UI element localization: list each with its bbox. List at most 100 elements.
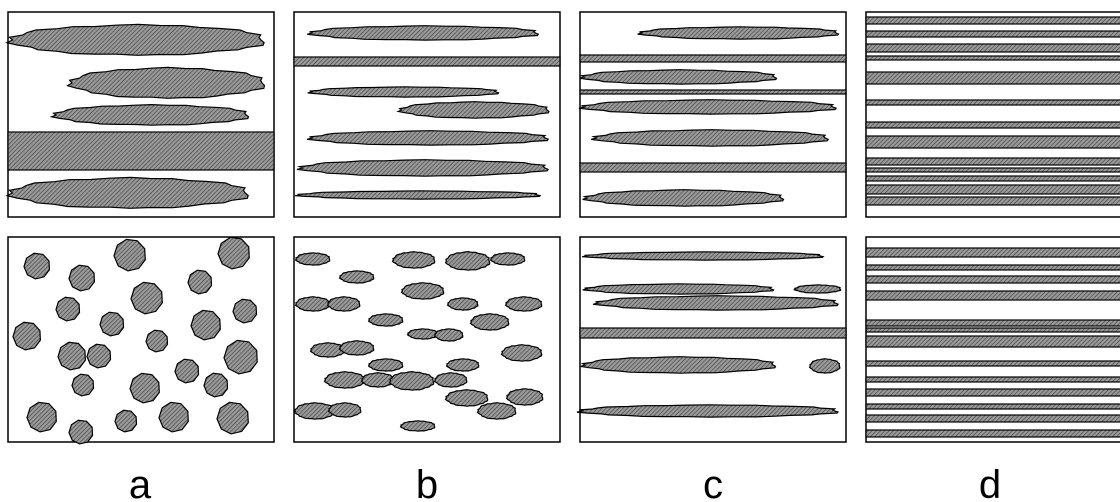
layer <box>580 90 846 94</box>
layer <box>866 17 1120 24</box>
grain <box>146 330 168 352</box>
grain <box>24 253 49 279</box>
layer <box>866 100 1120 105</box>
panel-label: b <box>416 463 438 502</box>
grain <box>446 252 490 271</box>
grain <box>114 239 145 271</box>
grain <box>582 252 823 260</box>
grain <box>579 100 836 114</box>
layer <box>866 430 1120 437</box>
layer <box>866 158 1120 165</box>
grain <box>340 271 374 283</box>
grain <box>7 177 248 208</box>
grain <box>435 373 467 387</box>
grain <box>69 265 94 291</box>
grain <box>308 87 499 97</box>
layer <box>866 176 1120 181</box>
grain <box>506 297 542 311</box>
layer <box>866 320 1120 326</box>
grain <box>402 283 444 300</box>
layer <box>866 276 1120 283</box>
grain <box>591 130 828 147</box>
layer <box>866 377 1120 382</box>
grain <box>307 26 538 40</box>
grain <box>446 390 488 407</box>
grain <box>593 296 838 310</box>
layer <box>866 122 1120 128</box>
layer <box>866 168 1120 172</box>
grain <box>325 372 365 389</box>
grain <box>447 359 479 371</box>
grain <box>471 314 509 331</box>
grain <box>393 252 435 269</box>
layer <box>866 415 1120 422</box>
grain <box>56 297 80 321</box>
grain <box>369 314 403 326</box>
grain <box>296 297 330 311</box>
figure: a b c d <box>0 0 1120 502</box>
layer <box>866 389 1120 396</box>
grain <box>583 190 784 207</box>
grain <box>295 191 540 199</box>
layer <box>866 185 1120 194</box>
grain <box>401 421 435 431</box>
grain <box>130 373 159 403</box>
grain <box>794 285 840 293</box>
grain <box>328 297 360 311</box>
grain <box>340 341 374 355</box>
grain <box>188 270 212 294</box>
layer <box>866 291 1120 300</box>
grain <box>7 24 264 55</box>
grain <box>13 322 40 350</box>
grain <box>810 359 840 373</box>
grain <box>408 329 438 339</box>
layer <box>866 31 1120 37</box>
layer <box>580 163 846 172</box>
grain <box>580 70 777 84</box>
panel-label: d <box>979 463 1001 502</box>
grain <box>507 389 543 406</box>
layer <box>866 197 1120 205</box>
grain <box>581 357 776 374</box>
grain <box>448 298 478 310</box>
grain <box>307 131 548 145</box>
grain <box>398 102 549 119</box>
grain <box>69 420 93 444</box>
layer <box>866 328 1120 332</box>
grain <box>218 237 249 269</box>
grain <box>72 374 94 396</box>
grain <box>159 402 188 432</box>
layer <box>580 328 846 338</box>
grain <box>87 344 111 368</box>
grain <box>27 402 56 432</box>
grain <box>115 410 137 432</box>
panel-label: a <box>129 463 152 502</box>
grain <box>297 160 548 177</box>
grain <box>296 253 330 265</box>
layer <box>866 265 1120 270</box>
layer <box>866 72 1120 84</box>
grain <box>362 373 394 387</box>
layer <box>866 336 1120 347</box>
panel-label: c <box>703 463 723 502</box>
grain <box>583 284 774 294</box>
grain <box>638 27 839 39</box>
layer <box>866 404 1120 409</box>
layer <box>866 248 1120 257</box>
grain <box>100 312 124 336</box>
grain <box>224 340 257 374</box>
grain <box>369 359 403 371</box>
grain <box>478 403 516 420</box>
layer <box>866 44 1120 52</box>
grain <box>68 67 265 98</box>
grain <box>217 402 248 434</box>
grain <box>390 372 434 391</box>
grain <box>191 310 220 340</box>
grain <box>435 329 463 341</box>
panels <box>7 12 1120 444</box>
layer <box>294 57 560 66</box>
grain <box>204 373 228 397</box>
layer <box>866 136 1120 148</box>
grain <box>175 359 199 383</box>
grain <box>329 403 361 417</box>
